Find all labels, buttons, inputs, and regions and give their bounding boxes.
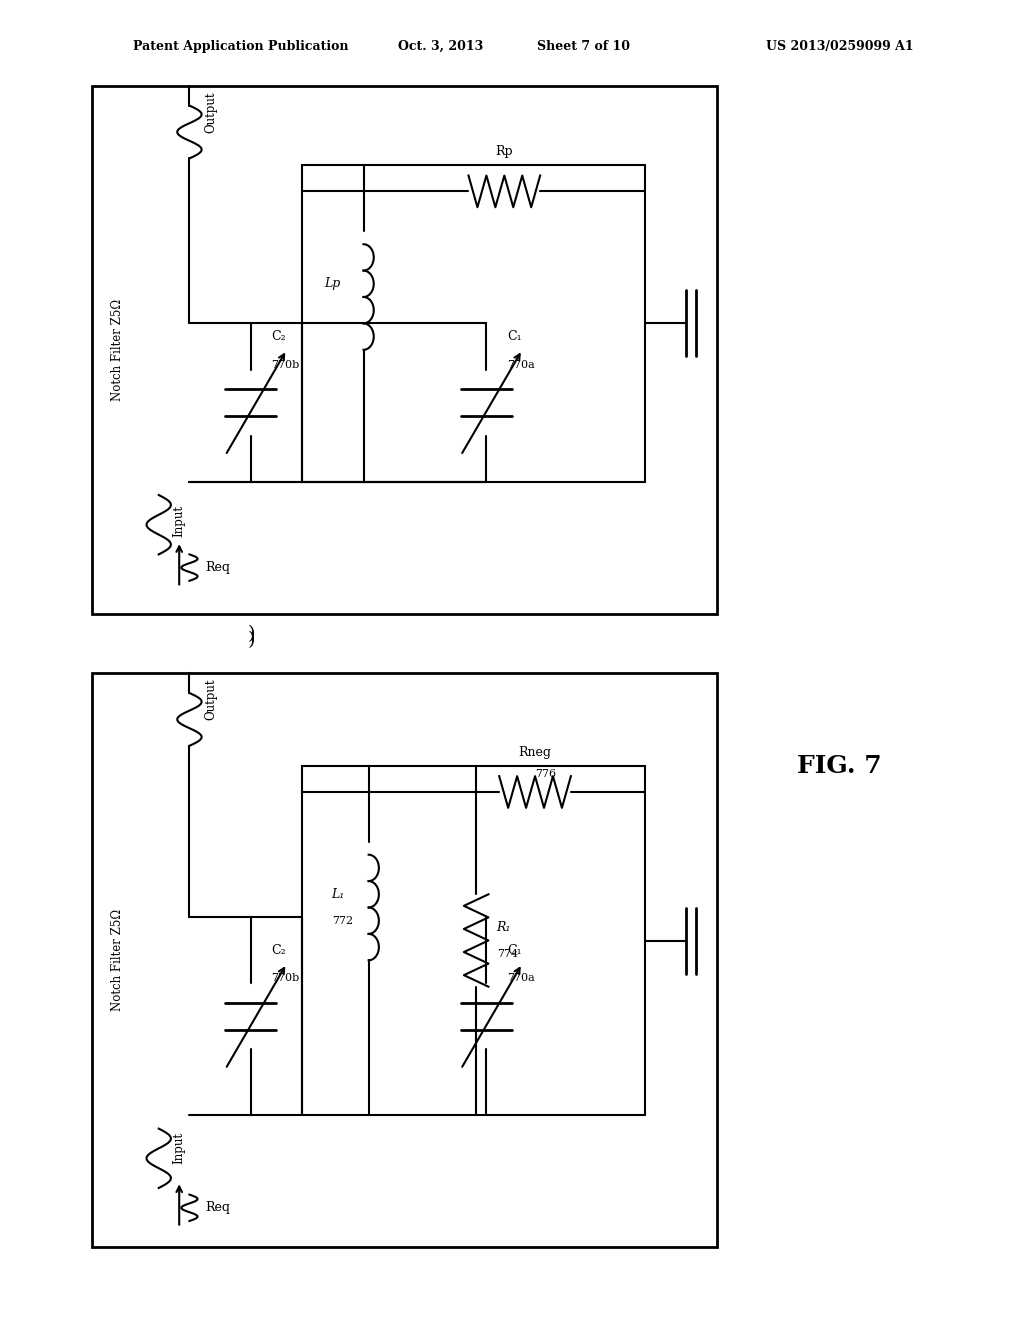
Text: US 2013/0259099 A1: US 2013/0259099 A1 <box>766 40 913 53</box>
Text: ): ) <box>247 631 255 649</box>
Text: C₁: C₁ <box>507 944 521 957</box>
Text: Rneg: Rneg <box>518 746 552 759</box>
Text: 770a: 770a <box>507 973 535 983</box>
Text: 770b: 770b <box>271 359 300 370</box>
Text: Notch Filter Z5Ω: Notch Filter Z5Ω <box>112 909 124 1011</box>
Text: ): ) <box>247 624 255 643</box>
Text: Req: Req <box>205 561 229 574</box>
Text: FIG. 7: FIG. 7 <box>798 754 882 777</box>
Text: Output: Output <box>205 91 218 133</box>
Text: Input: Input <box>172 506 185 537</box>
Text: Sheet 7 of 10: Sheet 7 of 10 <box>538 40 630 53</box>
Text: Rp: Rp <box>496 145 513 158</box>
Text: 774: 774 <box>497 949 518 958</box>
Bar <box>92 673 717 1247</box>
Text: 770b: 770b <box>271 973 300 983</box>
Text: C₂: C₂ <box>271 944 286 957</box>
Text: Output: Output <box>205 678 218 721</box>
Bar <box>302 165 645 482</box>
Text: C₂: C₂ <box>271 330 286 343</box>
Bar <box>92 86 717 614</box>
Text: Lp: Lp <box>325 277 341 290</box>
Text: Notch Filter Z5Ω: Notch Filter Z5Ω <box>112 298 124 401</box>
Text: C₁: C₁ <box>507 330 521 343</box>
Text: Oct. 3, 2013: Oct. 3, 2013 <box>397 40 483 53</box>
Bar <box>302 766 645 1115</box>
Text: Input: Input <box>172 1133 185 1164</box>
Text: 776: 776 <box>535 768 556 779</box>
Text: Req: Req <box>205 1201 229 1214</box>
Text: Patent Application Publication: Patent Application Publication <box>133 40 348 53</box>
Text: R₁: R₁ <box>497 921 511 933</box>
Text: 772: 772 <box>333 916 353 925</box>
Text: L₁: L₁ <box>332 888 344 900</box>
Text: 770a: 770a <box>507 359 535 370</box>
